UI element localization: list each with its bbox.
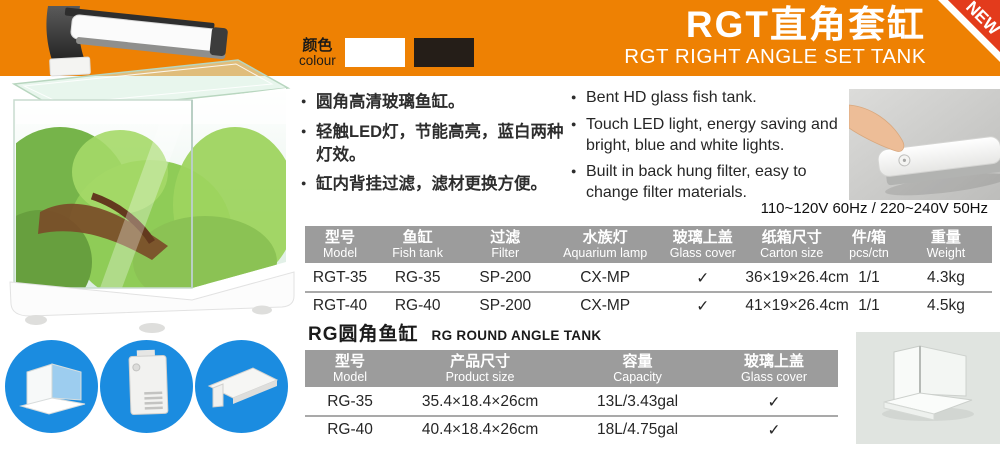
cell-filter: SP-200 xyxy=(479,269,532,286)
cell-capacity: 13L/3.43gal xyxy=(597,393,679,410)
touch-led-photo xyxy=(849,89,1000,200)
cell-glass-cover-check: ✓ xyxy=(696,269,710,287)
cell-carton-size: 41×19×26.4cm xyxy=(745,297,849,314)
led-light-badge-icon xyxy=(195,340,288,433)
cell-model: RG-40 xyxy=(327,421,373,438)
glass-tank-badge-icon xyxy=(5,340,98,433)
feature-item-cn: 缸内背挂过滤，滤材更换方便。 xyxy=(301,173,569,196)
table-row: RG-35 35.4×18.4×26cm 13L/3.43gal ✓ xyxy=(305,389,838,415)
section-title-en: RG ROUND ANGLE TANK xyxy=(431,328,602,343)
table-row: RG-40 40.4×18.4×26cm 18L/4.75gal ✓ xyxy=(305,415,838,443)
cell-product-size: 40.4×18.4×26cm xyxy=(421,421,539,438)
colour-selector: 颜色 colour xyxy=(299,38,474,68)
finger xyxy=(849,104,905,152)
page-title-cn: RGT直角套缸 xyxy=(685,4,926,45)
feature-item-en: Bent HD glass fish tank. xyxy=(571,88,851,109)
cell-fish-tank: RG-35 xyxy=(394,269,441,286)
cell-glass-cover-check: ✓ xyxy=(767,393,781,411)
led-light-bar xyxy=(64,7,228,60)
header-product-size: 产品尺寸 Product size xyxy=(445,352,515,384)
round-tank-table: 型号 Model 产品尺寸 Product size 容量 Capacity 玻璃上盖… xyxy=(305,350,838,443)
cell-glass-cover-check: ✓ xyxy=(767,421,781,439)
table-row: RGT-40 RG-40 SP-200 CX-MP ✓ 41×19×26.4cm… xyxy=(305,291,992,319)
header-fish-tank: 鱼缸 Fish tank xyxy=(392,228,444,260)
cell-weight: 4.5kg xyxy=(926,297,965,314)
colour-label-en: colour xyxy=(299,52,336,68)
voltage-note: 110~120V 60Hz / 220~240V 50Hz xyxy=(760,200,988,217)
cell-pcs-ctn: 1/1 xyxy=(858,269,880,286)
cell-filter: SP-200 xyxy=(479,297,532,314)
feature-list-en: Bent HD glass fish tank. Touch LED light… xyxy=(571,88,851,210)
set-tank-table: 型号 Model 鱼缸 Fish tank 过滤 Filter 水族灯 Aquarium… xyxy=(305,226,992,319)
feature-item-cn: 轻触LED灯，节能高亮，蓝白两种灯效。 xyxy=(301,121,569,167)
cell-capacity: 18L/4.75gal xyxy=(597,421,679,438)
header-capacity: 容量 Capacity xyxy=(613,352,662,384)
round-tank-photo xyxy=(856,332,1000,444)
page-title: RGT直角套缸 RGT RIGHT ANGLE SET TANK xyxy=(624,5,926,69)
table-row: RGT-35 RG-35 SP-200 CX-MP ✓ 36×19×26.4cm… xyxy=(305,265,992,291)
feature-list-cn: 圆角高清玻璃鱼缸。 轻触LED灯，节能高亮，蓝白两种灯效。 缸内背挂过滤，滤材更… xyxy=(301,91,569,203)
section-title-cn: RG圆角鱼缸 xyxy=(308,324,419,345)
header-pcs-ctn: 件/箱 pcs/ctn xyxy=(849,228,889,260)
cell-fish-tank: RG-40 xyxy=(394,297,441,314)
cell-carton-size: 36×19×26.4cm xyxy=(745,269,849,286)
black-colour-swatch xyxy=(413,38,474,68)
round-table-header-row: 型号 Model 产品尺寸 Product size 容量 Capacity 玻璃上盖… xyxy=(305,350,838,387)
cell-model: RGT-35 xyxy=(312,269,368,286)
feature-item-en: Touch LED light, energy saving and brigh… xyxy=(571,115,851,157)
set-table-header-row: 型号 Model 鱼缸 Fish tank 过滤 Filter 水族灯 Aquarium… xyxy=(305,226,992,263)
header-model: 型号 Model xyxy=(323,228,358,260)
header-filter: 过滤 Filter xyxy=(490,228,521,260)
aquarium-photo xyxy=(9,6,295,333)
header-glass-cover: 玻璃上盖 Glass cover xyxy=(741,352,807,384)
cell-glass-cover-check: ✓ xyxy=(696,297,710,315)
cell-lamp: CX-MP xyxy=(580,269,631,286)
header-aquarium-lamp: 水族灯 Aquarium lamp xyxy=(563,228,648,260)
back-filter-badge-icon xyxy=(100,340,193,433)
colour-label: 颜色 colour xyxy=(299,38,336,68)
cell-weight: 4.3kg xyxy=(926,269,965,286)
cell-product-size: 35.4×18.4×26cm xyxy=(421,393,539,410)
section-title-round-tank: RG圆角鱼缸 RG ROUND ANGLE TANK xyxy=(308,319,601,346)
header-weight: 重量 Weight xyxy=(926,228,966,260)
cell-pcs-ctn: 1/1 xyxy=(858,297,880,314)
header-glass-cover: 玻璃上盖 Glass cover xyxy=(669,228,736,260)
cell-model: RGT-40 xyxy=(312,297,368,314)
header-model: 型号 Model xyxy=(333,352,368,384)
colour-label-cn: 颜色 xyxy=(302,37,333,54)
cell-lamp: CX-MP xyxy=(580,297,631,314)
feature-item-en: Built in back hung filter, easy to chang… xyxy=(571,162,851,204)
feature-item-cn: 圆角高清玻璃鱼缸。 xyxy=(301,91,569,114)
cell-model: RG-35 xyxy=(327,393,373,410)
white-colour-swatch xyxy=(344,38,405,68)
component-badges xyxy=(5,340,290,433)
header-carton-size: 纸箱尺寸 Carton size xyxy=(760,228,824,260)
new-ribbon: NEW xyxy=(938,0,1000,62)
page-title-en: RGT RIGHT ANGLE SET TANK xyxy=(624,44,926,68)
